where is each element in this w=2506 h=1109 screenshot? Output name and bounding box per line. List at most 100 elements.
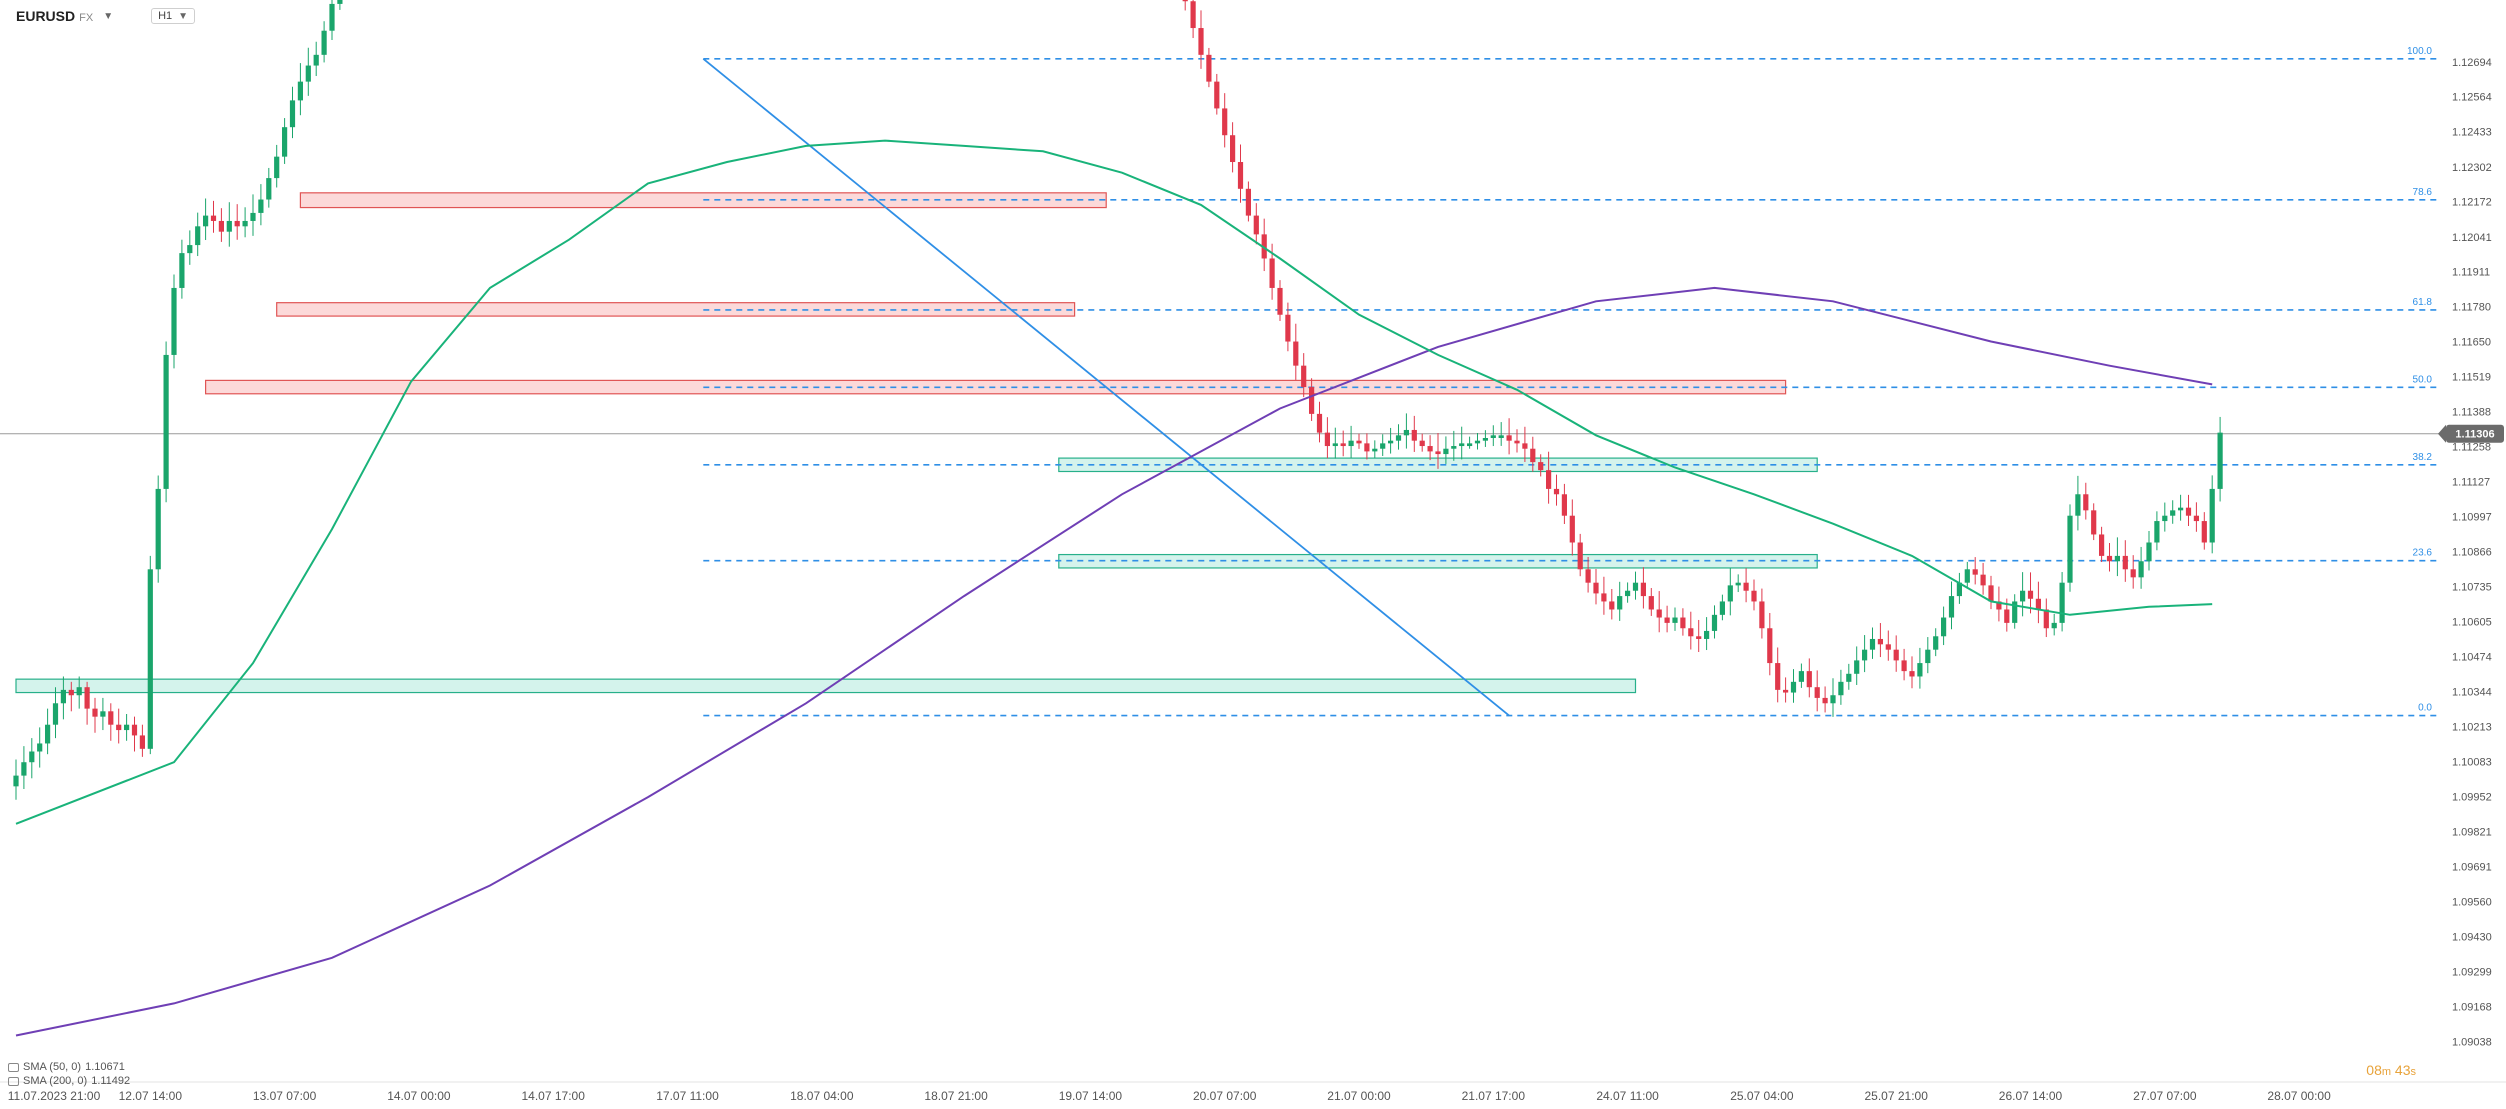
price-tick-label: 1.11127 (2452, 477, 2490, 489)
candle-body (1340, 443, 1346, 447)
candle-body (84, 687, 90, 709)
candle-body (1648, 596, 1654, 610)
candle-body (1561, 494, 1567, 516)
legend-sma200-label: SMA (200, 0) (23, 1075, 88, 1087)
candle-body (1783, 689, 1789, 693)
price-tick-label: 1.09299 (2452, 966, 2492, 978)
fibonacci-level-label: 78.6 (2413, 187, 2433, 198)
candle-body (1293, 341, 1299, 366)
candle-body (52, 703, 59, 725)
candle-body (1190, 1, 1196, 29)
legend-sma50[interactable]: SMA (50, 0) 1.10671 (8, 1060, 130, 1074)
candle-body (1372, 448, 1378, 452)
candle-body (1269, 258, 1275, 288)
candle-body (1324, 432, 1330, 447)
symbol-name[interactable]: EURUSD FX (16, 8, 94, 24)
candle-body (187, 245, 193, 254)
candle-body (1348, 440, 1354, 447)
candle-body (1435, 451, 1441, 455)
candle-body (1814, 687, 1820, 698)
candle-body (171, 287, 177, 355)
candle-body (1198, 28, 1204, 55)
candle-body (1948, 596, 1955, 618)
candle-body (2075, 494, 2081, 516)
candle-body (1925, 649, 1931, 664)
candle-body (1230, 135, 1236, 163)
fibonacci-level-label: 23.6 (2413, 548, 2433, 559)
time-tick-label: 13.07 07:00 (253, 1089, 317, 1103)
candle-body (289, 100, 296, 128)
symbol-dropdown-icon[interactable]: ▼ (103, 10, 114, 22)
candle-body (1206, 54, 1212, 82)
time-tick-label: 27.07 07:00 (2133, 1089, 2197, 1103)
legend-sma50-label: SMA (50, 0) (23, 1061, 82, 1073)
timeframe-dropdown-icon: ▼ (178, 10, 189, 22)
candle-body (1577, 542, 1583, 570)
fibonacci-level-label: 38.2 (2413, 452, 2433, 463)
candle-body (1301, 365, 1307, 388)
price-tick-label: 1.12694 (2452, 57, 2492, 69)
time-tick-label: 18.07 21:00 (924, 1089, 988, 1103)
candle-body (1245, 188, 1251, 216)
price-tick-label: 1.09038 (2452, 1036, 2492, 1048)
visibility-icon[interactable] (8, 1062, 19, 1072)
candle-body (282, 127, 288, 157)
time-tick-label: 26.07 14:00 (1999, 1089, 2063, 1103)
candle-body (1514, 440, 1520, 444)
candle-body (1332, 443, 1338, 447)
candle-body (1380, 443, 1386, 449)
candle-body (2138, 561, 2144, 578)
candle-body (1798, 671, 1804, 682)
price-tick-label: 1.12302 (2452, 162, 2492, 174)
candle-body (131, 724, 138, 736)
time-tick-label: 14.07 17:00 (521, 1089, 585, 1103)
candle-body (2059, 582, 2065, 623)
price-tick-label: 1.09821 (2452, 827, 2492, 839)
price-tick-label: 1.09691 (2452, 861, 2492, 873)
time-tick-label: 24.07 11:00 (1596, 1089, 1659, 1103)
candle-body (2162, 515, 2168, 522)
visibility-icon[interactable] (8, 1076, 19, 1086)
candle-body (218, 220, 224, 232)
candle-body (203, 215, 209, 227)
candle-body (1727, 585, 1733, 602)
candle-body (1309, 387, 1315, 414)
candle-body (2185, 507, 2192, 516)
legend-sma200[interactable]: SMA (200, 0) 1.11492 (8, 1074, 130, 1088)
candle-body (1632, 582, 1639, 591)
candle-body (274, 156, 280, 179)
candle-body (1182, 0, 1188, 2)
candle-body (1585, 569, 1591, 583)
price-tick-label: 1.09560 (2452, 897, 2492, 909)
timeframe-select[interactable]: H1 ▼ (151, 8, 196, 24)
candle-body (1403, 429, 1409, 436)
time-tick-label: 17.07 11:00 (656, 1089, 719, 1103)
price-tick-label: 1.10605 (2452, 617, 2492, 629)
candle-countdown: 08m 43s (2366, 1062, 2416, 1078)
candle-body (2154, 521, 2160, 543)
candle-body (1680, 617, 1686, 629)
price-tick-label: 1.11650 (2452, 337, 2491, 349)
price-tick-label: 1.11258 (2452, 442, 2491, 454)
candle-body (1482, 438, 1488, 441)
candle-body (1364, 443, 1370, 452)
price-tick-label: 1.12172 (2452, 197, 2492, 209)
candle-body (2170, 510, 2176, 516)
candle-body (179, 253, 185, 288)
time-tick-label: 11.07.2023 21:00 (8, 1089, 101, 1103)
candle-body (1546, 470, 1552, 489)
candle-body (1980, 574, 1986, 586)
candle-body (2020, 590, 2026, 602)
candle-body (1901, 660, 1907, 672)
resistance-zone (276, 302, 1076, 317)
candle-body (1601, 593, 1607, 602)
current-price-badge (2446, 424, 2504, 443)
candle-body (1388, 440, 1394, 444)
candle-body (60, 689, 66, 704)
price-tick-label: 1.10866 (2452, 547, 2492, 559)
candle-body (242, 220, 248, 227)
candle-body (1688, 628, 1694, 637)
candle-body (1672, 617, 1678, 623)
candle-body (2099, 534, 2105, 556)
